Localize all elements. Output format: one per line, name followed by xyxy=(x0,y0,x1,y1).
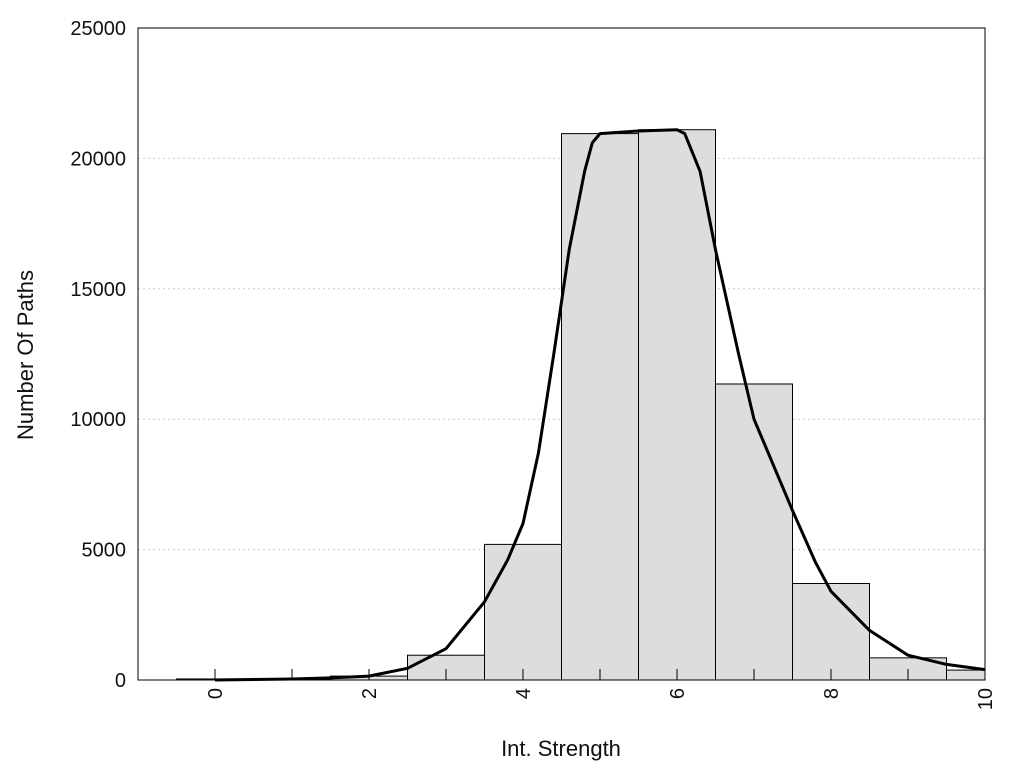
x-tick-label-2: 2 xyxy=(359,688,381,699)
bar-7 xyxy=(715,383,793,681)
y-tick-label-15000: 15000 xyxy=(70,279,126,301)
density-curve xyxy=(214,128,986,682)
x-tick-label-10: 10 xyxy=(975,688,997,710)
grid-lines xyxy=(138,157,985,551)
y-axis-label: Number Of Paths xyxy=(13,270,38,440)
x-tick-label-4: 4 xyxy=(513,688,535,699)
curve-line xyxy=(214,128,986,682)
axis-ticks: 0 5000 10000 15000 20000 25000 0 2 4 6 8 10 xyxy=(70,18,997,710)
histogram-bars xyxy=(176,129,986,681)
y-tick-label-25000: 25000 xyxy=(70,18,126,40)
plot-frame xyxy=(137,27,986,681)
bar-8 xyxy=(792,583,870,681)
y-tick-label-20000: 20000 xyxy=(70,148,126,170)
x-tick-label-6: 6 xyxy=(667,688,689,699)
y-tick-label-10000: 10000 xyxy=(70,409,126,431)
bar-5 xyxy=(561,133,639,681)
x-tick-label-0: 0 xyxy=(205,688,227,699)
y-tick-label-0: 0 xyxy=(115,670,126,692)
bar-6 xyxy=(638,129,716,681)
y-tick-label-5000: 5000 xyxy=(82,540,127,562)
x-tick-label-8: 8 xyxy=(821,688,843,699)
bar-4 xyxy=(484,543,562,681)
x-axis-label: Int. Strength xyxy=(501,736,621,761)
bar-10 xyxy=(946,669,986,681)
